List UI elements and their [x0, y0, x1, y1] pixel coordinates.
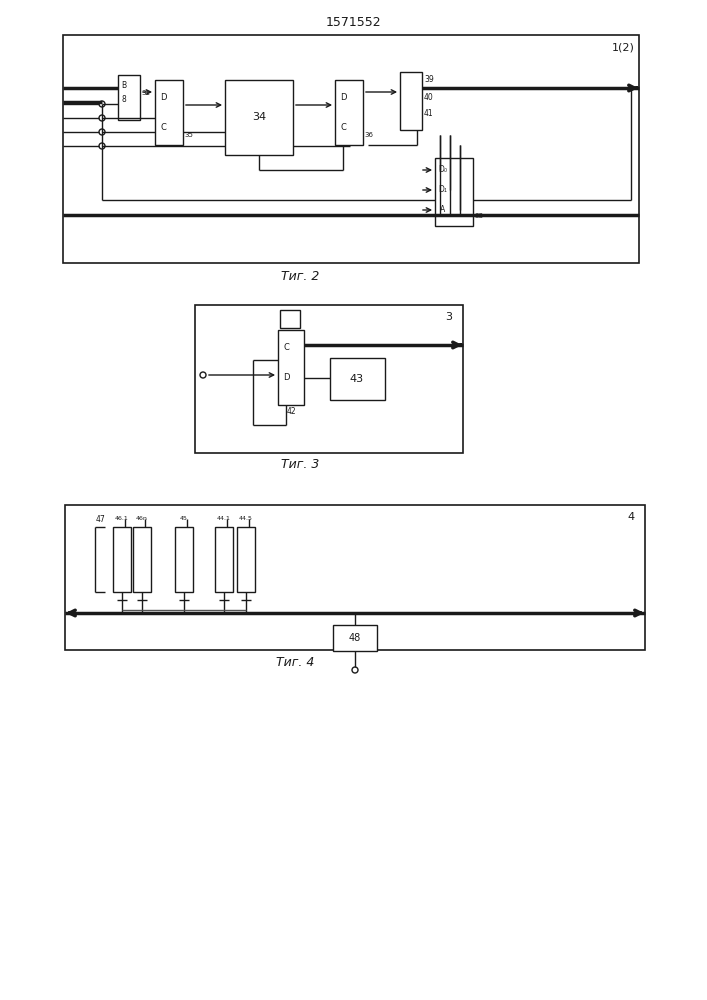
Bar [435, 158, 473, 226]
Text: 46n: 46n [136, 516, 148, 522]
Text: A: A [440, 206, 445, 215]
Text: 48: 48 [349, 633, 361, 643]
Text: 3: 3 [445, 312, 452, 322]
Bar [400, 72, 422, 130]
Text: 8: 8 [122, 96, 127, 104]
Bar [237, 527, 255, 592]
Text: ...: ... [153, 605, 163, 615]
Text: 44.5: 44.5 [239, 516, 253, 522]
Bar [330, 358, 385, 400]
Bar [335, 80, 363, 145]
Text: 31: 31 [141, 90, 150, 96]
Text: C: C [340, 123, 346, 132]
Text: 36: 36 [364, 132, 373, 138]
Text: 46.1: 46.1 [115, 516, 129, 522]
Text: B: B [122, 81, 127, 90]
Text: 42: 42 [286, 406, 296, 416]
Bar [215, 527, 233, 592]
Text: 35: 35 [184, 132, 193, 138]
Bar [113, 527, 131, 592]
Text: 47: 47 [95, 514, 105, 524]
Text: 41: 41 [424, 109, 433, 118]
Text: D: D [283, 373, 289, 382]
Text: Τиг. 2: Τиг. 2 [281, 270, 319, 284]
Bar [278, 330, 304, 405]
Text: D: D [160, 94, 166, 103]
Bar [118, 75, 140, 120]
Text: 38: 38 [474, 213, 483, 219]
Bar [65, 505, 645, 650]
Text: C: C [283, 344, 289, 353]
Text: Τиг. 4: Τиг. 4 [276, 656, 314, 670]
Bar [333, 625, 377, 651]
Text: 45: 45 [180, 516, 188, 522]
Text: 40: 40 [424, 93, 434, 102]
Text: 4: 4 [627, 512, 635, 522]
Text: 1(2): 1(2) [612, 42, 634, 52]
Text: Τиг. 3: Τиг. 3 [281, 458, 319, 472]
Bar [195, 305, 463, 453]
Text: 34: 34 [252, 112, 266, 122]
Bar [155, 80, 183, 145]
Text: 43: 43 [350, 374, 364, 384]
Bar [133, 527, 151, 592]
Text: D₁: D₁ [438, 186, 448, 194]
Text: D: D [340, 94, 346, 103]
Bar [175, 527, 193, 592]
Bar [225, 80, 293, 155]
Text: ...: ... [199, 605, 207, 615]
Text: 39: 39 [424, 76, 434, 85]
Text: C: C [160, 123, 166, 132]
Bar [63, 35, 639, 263]
Text: D₀: D₀ [438, 165, 448, 174]
Text: 1571552: 1571552 [325, 15, 381, 28]
Bar [280, 310, 300, 328]
Text: 44.1: 44.1 [217, 516, 231, 522]
